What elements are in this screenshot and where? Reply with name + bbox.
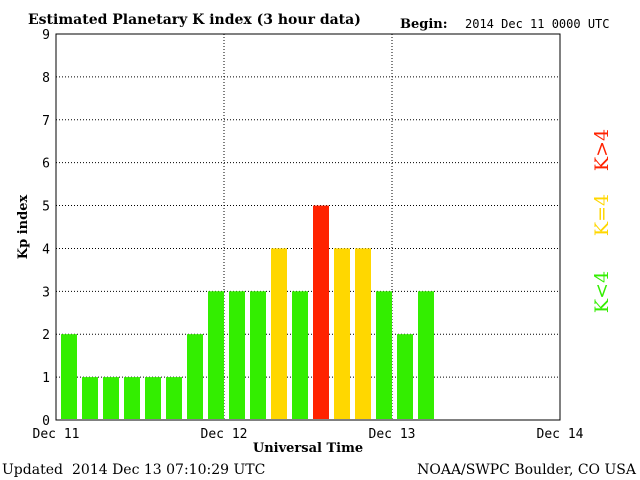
x-tick-labels: Dec 11 Dec 12 Dec 13 Dec 14 <box>33 427 584 442</box>
updated-value: 2014 Dec 13 07:10:29 UTC <box>72 462 265 478</box>
y-tick-label: 1 <box>42 371 50 386</box>
y-tick-label: 7 <box>42 114 50 129</box>
y-tick-label: 4 <box>42 242 50 257</box>
bar-series <box>61 205 434 419</box>
y-tick-label: 9 <box>42 28 50 43</box>
begin-label: Begin: <box>400 17 448 32</box>
kp-bar <box>292 291 308 419</box>
y-tick-label: 5 <box>42 200 50 215</box>
kp-bar <box>271 248 287 419</box>
y-axis-title: Kp index <box>16 195 31 260</box>
y-tick-label: 8 <box>42 71 50 86</box>
kp-bar <box>397 334 413 419</box>
kp-bar <box>61 334 77 419</box>
kp-bar <box>313 205 329 419</box>
kp-bar <box>187 334 203 419</box>
kp-bar <box>145 377 161 419</box>
begin-value: 2014 Dec 11 0000 UTC <box>465 17 610 31</box>
updated-label: Updated <box>2 462 63 478</box>
y-tick-labels: 0 1 2 3 4 5 6 7 8 9 <box>42 28 50 429</box>
kp-bar <box>376 291 392 419</box>
y-tick-label: 0 <box>42 414 50 429</box>
kp-bar <box>334 248 350 419</box>
y-tick-label: 2 <box>42 328 50 343</box>
x-tick-label: Dec 14 <box>537 427 584 442</box>
kp-bar <box>103 377 119 419</box>
kp-bar <box>82 377 98 419</box>
credit-text: NOAA/SWPC Boulder, CO USA <box>417 462 637 478</box>
kp-bar <box>355 248 371 419</box>
kp-bar <box>229 291 245 419</box>
kp-bar <box>166 377 182 419</box>
kp-bar <box>250 291 266 419</box>
legend-k-equal-4: K=4 <box>591 194 613 236</box>
y-tick-label: 3 <box>42 285 50 300</box>
x-tick-label: Dec 12 <box>201 427 248 442</box>
legend-k-below-4: K<4 <box>591 271 613 313</box>
kp-bar <box>208 291 224 419</box>
x-tick-label: Dec 11 <box>33 427 80 442</box>
plot-frame <box>55 33 561 421</box>
y-tick-label: 6 <box>42 157 50 172</box>
x-axis-title: Universal Time <box>253 441 363 456</box>
kp-bar <box>124 377 140 419</box>
legend-k-above-4: K>4 <box>591 129 613 171</box>
chart-title: Estimated Planetary K index (3 hour data… <box>28 12 361 28</box>
x-tick-label: Dec 13 <box>369 427 416 442</box>
kp-bar <box>418 291 434 419</box>
